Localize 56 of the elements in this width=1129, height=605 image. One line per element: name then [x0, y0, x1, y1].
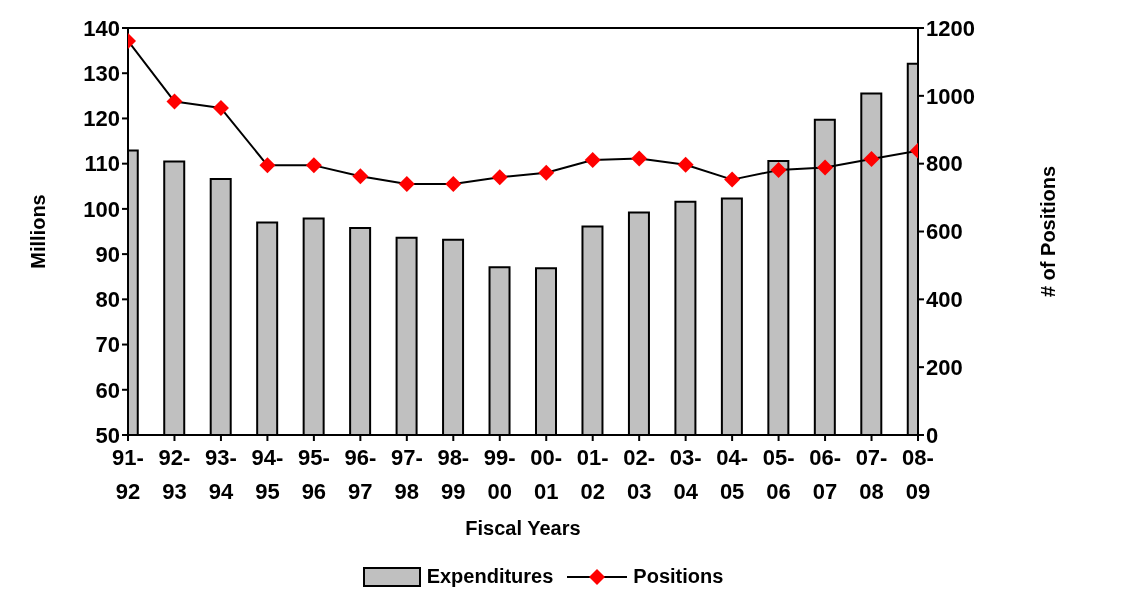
- y-tick-label: 120: [83, 106, 120, 132]
- y-tick-label: 60: [95, 377, 120, 403]
- x-tick-label: 98-99: [437, 445, 470, 504]
- x-tick-label: 03-04: [669, 445, 702, 504]
- x-tick-label: 01-02: [576, 445, 609, 504]
- x-tick-label: 95-96: [297, 445, 330, 504]
- point: [212, 100, 229, 117]
- x-tick-label: 99-00: [483, 445, 516, 504]
- y-tick-label: 80: [95, 287, 120, 313]
- point: [817, 159, 834, 176]
- x-tick-label: 91-92: [112, 445, 144, 504]
- y-axis-title: Millions: [27, 194, 50, 269]
- y2-tick-label: 200: [926, 354, 963, 380]
- x-tick-label: 94-95: [251, 445, 284, 504]
- point: [677, 156, 694, 173]
- y2-tick-label: 600: [926, 219, 963, 245]
- point: [166, 93, 183, 110]
- y-tick-label: 70: [95, 332, 120, 358]
- point: [259, 157, 276, 174]
- y-tick-label: 130: [83, 61, 120, 87]
- y2-tick-label: 0: [926, 422, 939, 448]
- x-tick-label: 92-93: [158, 445, 191, 504]
- legend-label: Expenditures: [426, 565, 554, 588]
- x-tick-label: 93-94: [205, 445, 237, 504]
- point: [305, 157, 322, 174]
- legend-label: Positions: [633, 565, 724, 588]
- y-tick-label: 100: [83, 196, 120, 222]
- x-tick-label: 02-03: [623, 445, 656, 504]
- point: [352, 168, 369, 185]
- x-tick-label: 00-01: [530, 445, 563, 504]
- point: [491, 169, 508, 186]
- y-tick-label: 90: [95, 241, 120, 267]
- x-tick-label: 96-97: [344, 445, 377, 504]
- y2-tick-label: 1000: [926, 83, 975, 109]
- point: [863, 150, 880, 167]
- x-tick-label: 06-07: [809, 445, 841, 504]
- point: [445, 176, 462, 193]
- point: [584, 151, 601, 168]
- point: [398, 176, 415, 193]
- y-tick-label: 140: [83, 15, 120, 41]
- y-tick-label: 50: [95, 422, 120, 448]
- x-tick-label: 04-05: [716, 445, 749, 504]
- point: [538, 164, 555, 181]
- y2-tick-label: 800: [926, 151, 963, 177]
- point: [631, 150, 648, 167]
- x-axis-title: Fiscal Years: [465, 517, 581, 539]
- x-tick-label: 97-98: [390, 445, 423, 504]
- y2-tick-label: 1200: [926, 15, 975, 41]
- y2-axis-title: # of Positions: [1037, 165, 1060, 298]
- x-tick-label: 05-06: [762, 445, 795, 504]
- y-tick-label: 110: [84, 151, 120, 177]
- point: [724, 171, 741, 188]
- x-tick-label: 08-09: [902, 445, 934, 504]
- x-tick-label: 07-08: [855, 445, 888, 504]
- point: [770, 162, 787, 179]
- y2-tick-label: 400: [926, 287, 963, 313]
